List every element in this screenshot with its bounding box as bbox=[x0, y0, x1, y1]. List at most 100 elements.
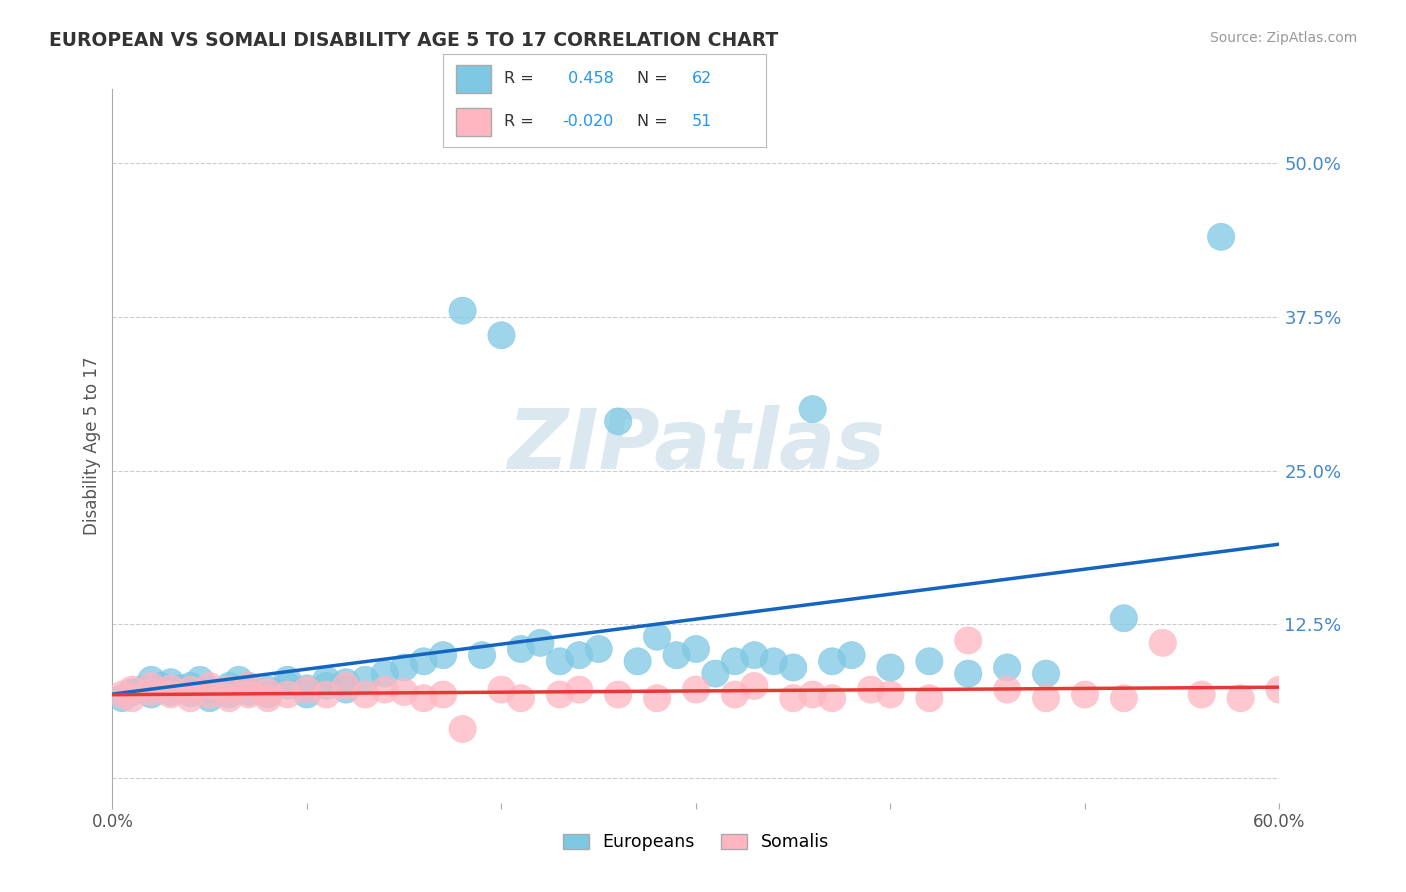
Ellipse shape bbox=[429, 641, 457, 669]
Ellipse shape bbox=[915, 648, 943, 675]
Ellipse shape bbox=[779, 654, 807, 681]
Ellipse shape bbox=[682, 676, 710, 703]
Ellipse shape bbox=[1265, 676, 1294, 703]
Ellipse shape bbox=[177, 673, 204, 699]
Ellipse shape bbox=[157, 681, 184, 708]
Ellipse shape bbox=[1111, 605, 1137, 632]
Ellipse shape bbox=[818, 648, 846, 675]
Ellipse shape bbox=[838, 641, 865, 669]
Ellipse shape bbox=[215, 685, 243, 712]
Ellipse shape bbox=[761, 648, 787, 675]
Ellipse shape bbox=[254, 685, 281, 712]
Ellipse shape bbox=[391, 679, 418, 706]
Ellipse shape bbox=[274, 673, 301, 699]
Ellipse shape bbox=[449, 715, 477, 742]
Ellipse shape bbox=[468, 641, 496, 669]
Ellipse shape bbox=[254, 679, 281, 706]
Text: 62: 62 bbox=[692, 71, 713, 87]
Ellipse shape bbox=[721, 648, 748, 675]
Ellipse shape bbox=[644, 685, 671, 712]
Ellipse shape bbox=[332, 676, 360, 703]
Ellipse shape bbox=[411, 648, 437, 675]
Ellipse shape bbox=[177, 685, 204, 712]
Text: ZIPatlas: ZIPatlas bbox=[508, 406, 884, 486]
Ellipse shape bbox=[118, 685, 146, 712]
Ellipse shape bbox=[215, 673, 243, 699]
Text: R =: R = bbox=[505, 71, 534, 87]
Text: Source: ZipAtlas.com: Source: ZipAtlas.com bbox=[1209, 31, 1357, 45]
Ellipse shape bbox=[118, 679, 146, 706]
Ellipse shape bbox=[235, 673, 263, 699]
Ellipse shape bbox=[546, 648, 574, 675]
Ellipse shape bbox=[565, 641, 593, 669]
Ellipse shape bbox=[312, 673, 340, 699]
Text: N =: N = bbox=[637, 114, 668, 129]
Ellipse shape bbox=[818, 685, 846, 712]
Ellipse shape bbox=[1032, 685, 1060, 712]
Ellipse shape bbox=[312, 681, 340, 708]
Y-axis label: Disability Age 5 to 17: Disability Age 5 to 17 bbox=[83, 357, 101, 535]
Ellipse shape bbox=[148, 673, 174, 699]
Ellipse shape bbox=[294, 676, 321, 703]
Ellipse shape bbox=[167, 675, 194, 702]
Ellipse shape bbox=[721, 681, 748, 708]
FancyBboxPatch shape bbox=[456, 65, 492, 93]
Ellipse shape bbox=[662, 641, 690, 669]
Ellipse shape bbox=[527, 630, 554, 657]
Ellipse shape bbox=[1071, 681, 1098, 708]
Ellipse shape bbox=[235, 679, 263, 706]
Text: N =: N = bbox=[637, 71, 668, 87]
Ellipse shape bbox=[294, 681, 321, 708]
Ellipse shape bbox=[371, 660, 398, 687]
Ellipse shape bbox=[877, 654, 904, 681]
Ellipse shape bbox=[138, 673, 165, 699]
Ellipse shape bbox=[1032, 660, 1060, 687]
Text: R =: R = bbox=[505, 114, 534, 129]
Text: EUROPEAN VS SOMALI DISABILITY AGE 5 TO 17 CORRELATION CHART: EUROPEAN VS SOMALI DISABILITY AGE 5 TO 1… bbox=[49, 31, 779, 50]
Ellipse shape bbox=[108, 685, 136, 712]
Ellipse shape bbox=[858, 676, 884, 703]
Ellipse shape bbox=[138, 681, 165, 708]
Text: 0.458: 0.458 bbox=[562, 71, 613, 87]
Ellipse shape bbox=[994, 676, 1021, 703]
Ellipse shape bbox=[352, 666, 380, 693]
Ellipse shape bbox=[312, 666, 340, 693]
Ellipse shape bbox=[332, 669, 360, 696]
FancyBboxPatch shape bbox=[456, 108, 492, 136]
Ellipse shape bbox=[177, 680, 204, 706]
Ellipse shape bbox=[682, 635, 710, 663]
Ellipse shape bbox=[1188, 681, 1215, 708]
Ellipse shape bbox=[799, 681, 827, 708]
Ellipse shape bbox=[702, 660, 730, 687]
Ellipse shape bbox=[624, 648, 651, 675]
Ellipse shape bbox=[254, 676, 281, 703]
Ellipse shape bbox=[195, 673, 224, 699]
Ellipse shape bbox=[799, 395, 827, 423]
Ellipse shape bbox=[371, 676, 398, 703]
Ellipse shape bbox=[235, 673, 263, 699]
Ellipse shape bbox=[274, 681, 301, 708]
Ellipse shape bbox=[1111, 685, 1137, 712]
Ellipse shape bbox=[741, 641, 768, 669]
Ellipse shape bbox=[585, 635, 613, 663]
Ellipse shape bbox=[391, 654, 418, 681]
Ellipse shape bbox=[157, 669, 184, 696]
Ellipse shape bbox=[118, 676, 146, 703]
Ellipse shape bbox=[429, 681, 457, 708]
Ellipse shape bbox=[605, 681, 631, 708]
Text: -0.020: -0.020 bbox=[562, 114, 614, 129]
Ellipse shape bbox=[138, 666, 165, 693]
Ellipse shape bbox=[294, 675, 321, 702]
Ellipse shape bbox=[915, 685, 943, 712]
Ellipse shape bbox=[741, 673, 768, 699]
Ellipse shape bbox=[508, 635, 534, 663]
Ellipse shape bbox=[274, 666, 301, 693]
Ellipse shape bbox=[955, 627, 981, 654]
Ellipse shape bbox=[215, 681, 243, 708]
Ellipse shape bbox=[955, 660, 981, 687]
Ellipse shape bbox=[138, 679, 165, 706]
Ellipse shape bbox=[994, 654, 1021, 681]
Legend: Europeans, Somalis: Europeans, Somalis bbox=[555, 827, 837, 858]
Ellipse shape bbox=[546, 681, 574, 708]
Ellipse shape bbox=[108, 681, 136, 708]
